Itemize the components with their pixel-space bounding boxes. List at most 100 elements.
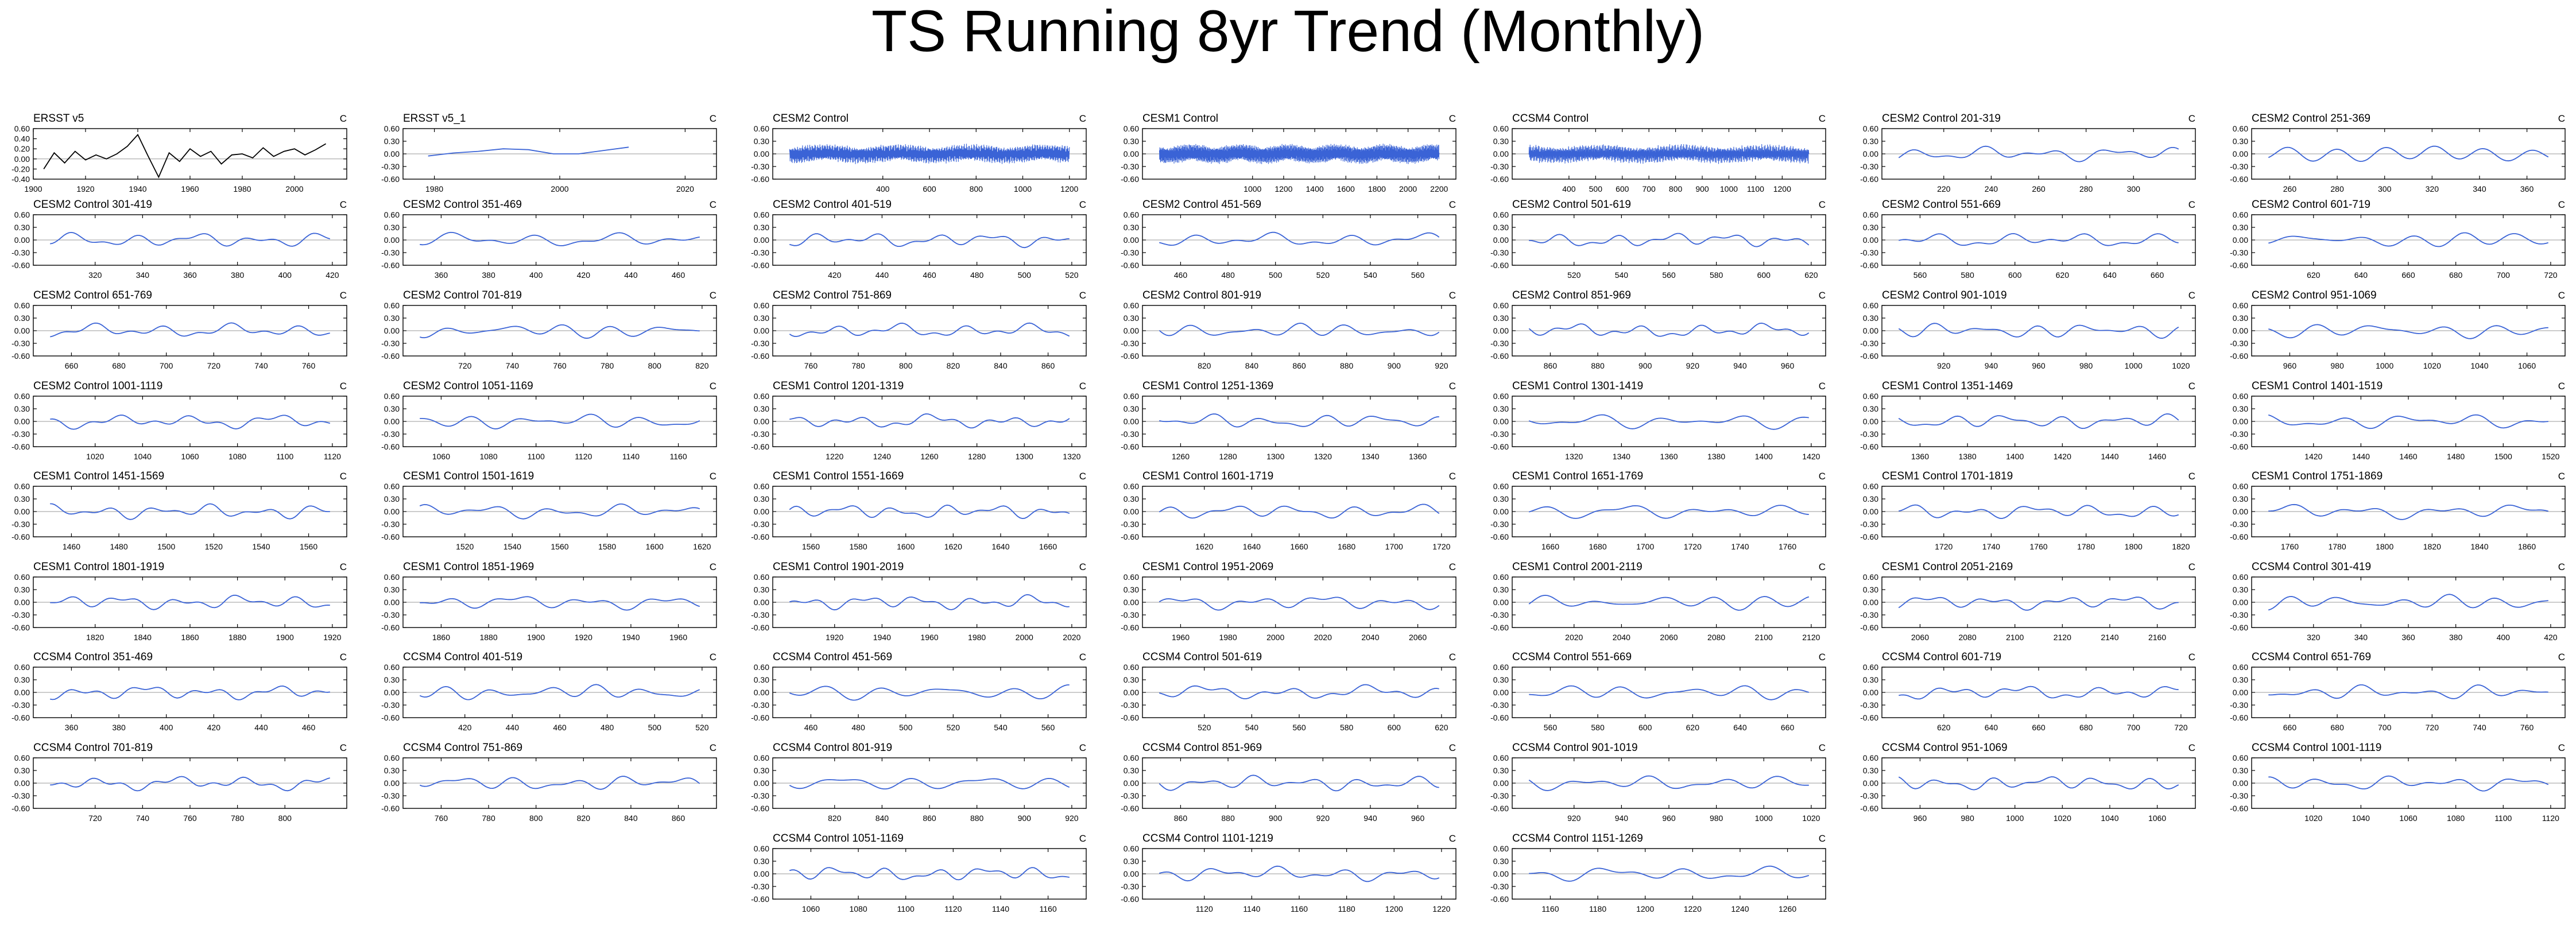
x-tick-label: 1580 [598,542,616,551]
x-tick-label: 520 [1198,723,1211,732]
chart-svg: CESM1 Control C -0.60 -0.30 0.00 0.30 0.60 1000… [1121,113,1456,193]
panel-units: C [340,199,347,210]
y-tick-label: 0.60 [384,392,400,401]
y-tick-label: 0.30 [754,313,769,323]
x-tick-label: 1140 [1243,904,1260,913]
y-tick-label: 0.60 [1124,392,1139,401]
y-tick-label: -0.30 [1121,700,1139,710]
x-tick-label: 1620 [1195,542,1213,551]
series-line [50,685,330,700]
series-line [1159,865,1440,882]
x-tick-label: 1220 [1684,904,1702,913]
chart-svg: CCSM4 Control 851-969 C -0.60 -0.30 0.00 0.30… [1121,742,1456,823]
chart-panel: CCSM4 Control 601-719 C -0.60 -0.30 0.00 0.30… [1849,649,2196,735]
chart-svg: CESM2 Control 451-569 C -0.60 -0.30 0.00 0.30… [1121,199,1456,280]
y-tick-label: 0.60 [384,301,400,310]
y-tick-label: 0.30 [2233,766,2248,775]
x-tick-label: 520 [1567,270,1581,280]
y-tick-label: -0.30 [2230,610,2248,619]
x-tick-label: 1980 [968,633,986,642]
y-tick-label: -0.60 [11,442,30,451]
x-tick-label: 820 [828,814,842,823]
x-tick-label: 600 [2008,270,2022,280]
x-tick-label: 1060 [2148,814,2166,823]
y-tick-label: 0.30 [2233,585,2248,594]
x-tick-label: 1120 [1196,904,1213,913]
x-tick-label: 1120 [575,452,592,461]
y-tick-label: 0.60 [754,572,769,582]
y-tick-label: -0.60 [1860,261,1878,270]
chart-svg: CESM2 Control 551-669 C -0.60 -0.30 0.00 0.30… [1860,199,2196,280]
y-tick-label: -0.60 [11,351,30,361]
panel-title: CESM1 Control [1142,113,1218,125]
x-tick-label: 700 [2378,723,2392,732]
y-tick-label: 0.00 [2233,598,2248,607]
y-tick-label: 0.60 [754,392,769,401]
series-line [789,684,1070,701]
y-tick-label: -0.30 [1121,162,1139,171]
y-tick-label: -0.30 [751,429,769,439]
series-line [1528,414,1809,430]
x-tick-label: 400 [1562,184,1576,193]
y-tick-label: 0.60 [1124,663,1139,672]
panel-title: CCSM4 Control 301-419 [2252,561,2371,573]
y-tick-label: 0.30 [384,313,400,323]
x-tick-label: 1260 [1779,904,1796,913]
x-tick-label: 1020 [2304,814,2322,823]
y-tick-label: 0.60 [384,753,400,762]
x-tick-label: 640 [1733,723,1747,732]
y-tick-label: -0.60 [2230,623,2248,632]
series-line [2268,414,2548,429]
x-tick-label: 1900 [527,633,545,642]
panel-title: ERSST v5 [33,113,84,125]
x-tick-label: 560 [1041,723,1055,732]
x-tick-label: 460 [553,723,567,732]
chart-panel: CESM2 Control 501-619 C -0.60 -0.30 0.00 0.30… [1479,196,1826,282]
chart-svg: CESM1 Control 1951-2069 C -0.60 -0.30 0.00 0.… [1121,561,1456,642]
x-tick-label: 460 [923,270,936,280]
x-tick-label: 720 [207,361,221,370]
series-line [1159,684,1439,699]
y-tick-label: -0.30 [751,339,769,348]
x-tick-label: 640 [2354,270,2368,280]
x-tick-label: 440 [254,723,268,732]
x-tick-label: 1920 [323,633,341,642]
panel-units: C [1819,113,1826,124]
series-line [1159,413,1439,428]
x-tick-label: 880 [970,814,984,823]
y-tick-label: 0.00 [1124,598,1139,607]
y-tick-label: 0.00 [1124,149,1139,158]
y-tick-label: -0.30 [1121,339,1139,348]
y-tick-label: -0.30 [1860,791,1878,800]
chart-panel: CESM1 Control 1301-1419 C -0.60 -0.30 0.00 0.… [1479,378,1826,464]
x-tick-label: 1760 [2281,542,2299,551]
x-tick-label: 1100 [897,904,915,913]
chart-panel: CESM1 Control 1651-1769 C -0.60 -0.30 0.00 0.… [1479,468,1826,554]
y-tick-label: 0.30 [754,223,769,232]
y-tick-label: 0.00 [1124,235,1139,245]
chart-svg: CESM2 Control 701-819 C -0.60 -0.30 0.00 0.30… [381,289,717,370]
y-tick-label: 0.60 [14,482,30,491]
y-tick-label: -0.60 [1860,532,1878,541]
y-tick-label: 0.00 [1493,507,1509,516]
y-tick-label: 0.00 [384,149,400,158]
panel-units: C [2188,561,2195,572]
x-tick-label: 1160 [670,452,687,461]
panel-units: C [1079,471,1086,482]
x-tick-label: 1640 [991,542,1009,551]
series-line [2268,504,2549,520]
y-tick-label: -0.60 [1490,532,1509,541]
x-tick-label: 2060 [1409,633,1427,642]
y-tick-label: 0.00 [754,507,769,516]
x-tick-label: 420 [2544,633,2558,642]
x-tick-label: 860 [923,814,936,823]
x-tick-label: 2140 [2101,633,2118,642]
y-tick-label: 0.30 [2233,494,2248,504]
y-tick-label: 0.30 [1124,675,1139,684]
x-tick-label: 700 [2497,270,2511,280]
chart-panel: CCSM4 Control 501-619 C -0.60 -0.30 0.00 0.30… [1109,649,1456,735]
panel-title: CCSM4 Control 1001-1119 [2252,742,2381,754]
y-tick-label: 0.60 [2233,482,2248,491]
panel-units: C [2558,113,2565,124]
y-tick-label: -0.60 [1121,623,1139,632]
